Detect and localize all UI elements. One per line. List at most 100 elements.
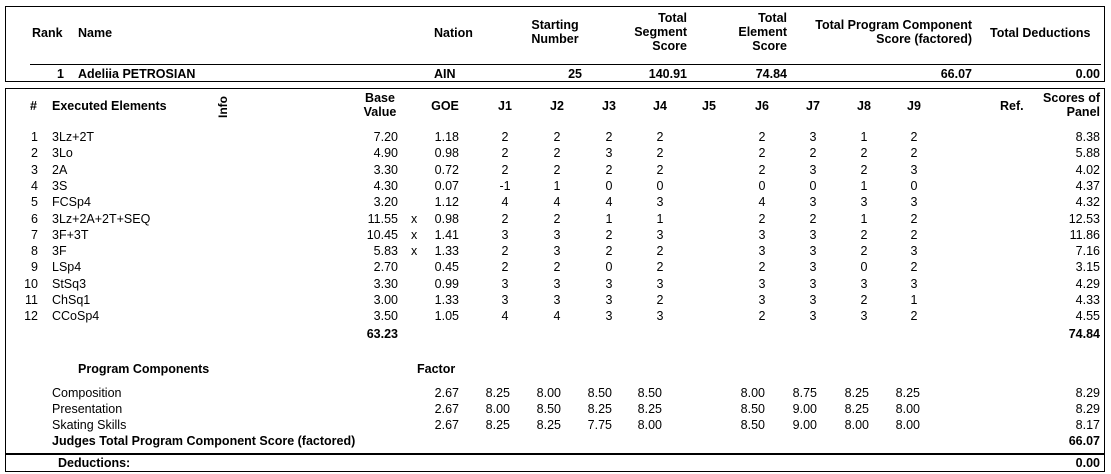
element-goe: 0.98 (434, 211, 459, 226)
element-judge-score: 3 (809, 162, 817, 177)
skater-segment-score: 140.91 (648, 67, 687, 81)
component-factor: 2.67 (434, 402, 459, 416)
element-base-value: 4.30 (373, 178, 398, 193)
skater-element-score: 74.84 (755, 67, 787, 81)
element-name: FCSp4 (52, 195, 91, 210)
element-name: ChSq1 (52, 293, 91, 307)
col-j4: J4 (653, 99, 667, 113)
component-judge-score: 8.25 (536, 418, 561, 432)
element-judge-score: 2 (553, 162, 561, 177)
element-number: 8 (31, 244, 38, 259)
element-base-value: 11.55 (367, 211, 398, 226)
element-info-x: x (411, 227, 418, 242)
element-panel-score: 4.37 (1075, 178, 1100, 193)
element-judge-score: 0 (809, 178, 817, 193)
skater-nation: AIN (434, 67, 456, 81)
element-number: 11 (25, 293, 38, 307)
element-judge-score: 2 (758, 162, 766, 177)
element-judge-score: 3 (809, 227, 817, 242)
element-base-value: 5.83 (373, 244, 398, 259)
element-judge-score: 0 (910, 178, 918, 193)
element-judge-score: 2 (758, 130, 766, 144)
element-base-value: 7.20 (373, 130, 398, 144)
element-judge-score: 1 (553, 178, 561, 193)
col-j7: J7 (806, 99, 820, 113)
element-judge-score: 3 (656, 195, 664, 210)
col-base-value: Base Value (363, 91, 397, 119)
element-judge-score: 3 (501, 227, 509, 242)
element-judge-score: 3 (656, 309, 664, 324)
element-judge-score: 3 (809, 195, 817, 210)
element-base-value: 3.30 (373, 162, 398, 177)
element-judge-score: 3 (860, 195, 868, 210)
elements-box (5, 88, 1105, 454)
component-factor: 2.67 (434, 386, 459, 400)
col-ref: Ref. (1000, 99, 1024, 113)
element-judge-score: 3 (605, 293, 613, 307)
element-judge-score: 2 (758, 309, 766, 324)
element-judge-score: 2 (553, 146, 561, 161)
element-judge-score: 2 (910, 211, 918, 226)
element-judge-score: 0 (860, 260, 868, 275)
element-judge-score: 2 (501, 244, 509, 259)
element-number: 5 (31, 195, 38, 210)
summary-box (5, 6, 1105, 82)
element-number: 6 (31, 211, 38, 226)
deductions-box (5, 454, 1105, 472)
component-judge-score: 8.50 (740, 418, 765, 432)
element-judge-score: 2 (605, 227, 613, 242)
element-judge-score: 3 (501, 276, 509, 291)
col-j8: J8 (857, 99, 871, 113)
component-judge-score: 8.00 (485, 402, 510, 416)
element-base-value: 3.00 (373, 293, 398, 307)
element-judge-score: 3 (860, 309, 868, 324)
element-judge-score: 4 (501, 195, 509, 210)
element-judge-score: 2 (501, 260, 509, 275)
deductions-label: Deductions: (58, 456, 131, 470)
element-goe: 0.45 (434, 260, 459, 275)
element-judge-score: 3 (758, 244, 766, 259)
skater-starting-number: 25 (568, 67, 582, 81)
element-judge-score: 2 (656, 260, 664, 275)
element-judge-score: 3 (809, 130, 817, 144)
element-judge-score: 2 (656, 146, 664, 161)
element-judge-score: 3 (605, 146, 613, 161)
component-judge-score: 8.50 (637, 386, 662, 400)
component-panel-score: 8.29 (1075, 402, 1100, 416)
element-judge-score: 2 (553, 211, 561, 226)
element-judge-score: 3 (910, 244, 918, 259)
element-name: 3S (52, 178, 68, 193)
element-judge-score: 3 (809, 309, 817, 324)
element-base-value: 3.50 (373, 309, 398, 324)
element-judge-score: 4 (758, 195, 766, 210)
element-judge-score: 0 (605, 178, 613, 193)
element-panel-score: 3.15 (1075, 260, 1100, 275)
element-panel-score: 4.29 (1075, 276, 1100, 291)
element-number: 4 (31, 178, 38, 193)
element-goe: 1.33 (434, 293, 459, 307)
element-name: LSp4 (52, 260, 82, 275)
element-goe: 0.72 (434, 162, 459, 177)
element-judge-score: 3 (553, 276, 561, 291)
element-goe: 1.18 (434, 130, 459, 144)
element-name: StSq3 (52, 276, 87, 291)
header-starting-number: Starting Number (531, 18, 579, 46)
component-judge-score: 8.50 (536, 402, 561, 416)
element-judge-score: 2 (910, 130, 918, 144)
element-judge-score: -1 (499, 178, 511, 193)
col-j5: J5 (702, 99, 716, 113)
component-judge-score: 8.00 (895, 402, 920, 416)
header-name: Name (78, 26, 113, 40)
element-number: 2 (31, 146, 38, 161)
col-j2: J2 (550, 99, 564, 113)
component-panel-score: 8.29 (1075, 386, 1100, 400)
element-judge-score: 4 (553, 195, 561, 210)
element-name: 3Lz+2A+2T+SEQ (52, 211, 151, 226)
element-judge-score: 1 (860, 211, 868, 226)
element-base-value: 3.30 (373, 276, 398, 291)
header-rank: Rank (32, 26, 63, 40)
component-panel-score: 8.17 (1075, 418, 1100, 432)
element-judge-score: 3 (860, 276, 868, 291)
element-panel-score: 8.38 (1075, 130, 1100, 144)
factor-header: Factor (417, 362, 456, 376)
